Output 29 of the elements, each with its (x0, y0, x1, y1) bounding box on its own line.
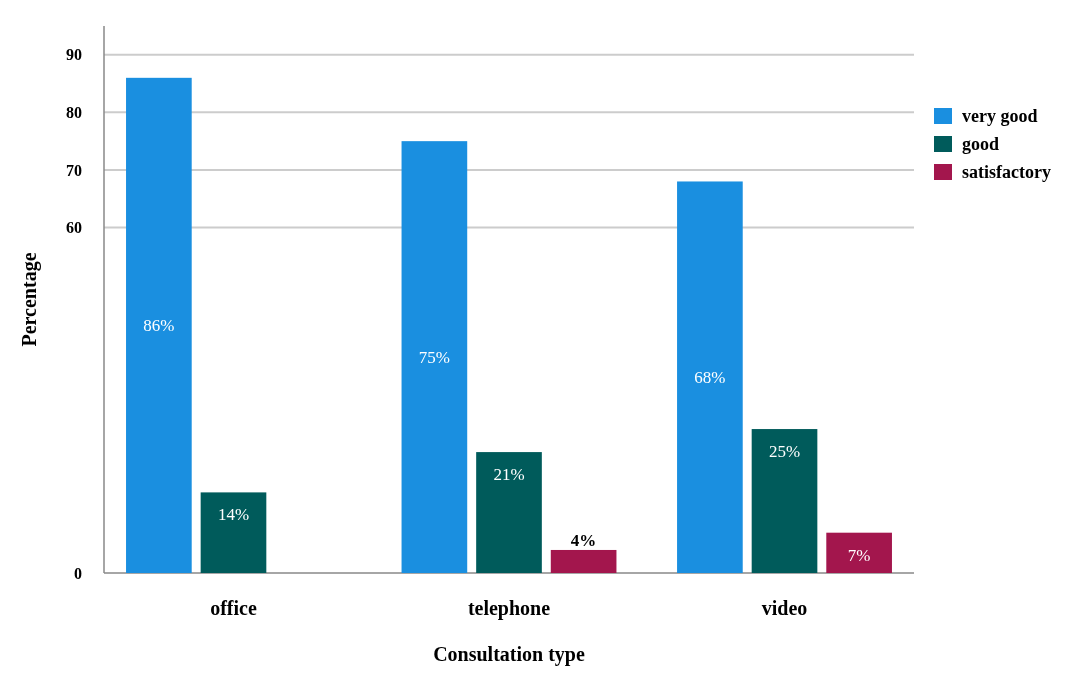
legend-label: very good (962, 106, 1038, 127)
y-tick-label: 90 (66, 46, 82, 64)
y-tick-label: 70 (66, 161, 82, 179)
data-label: 25% (768, 442, 801, 461)
data-label: 68% (694, 368, 726, 388)
bar (126, 77, 192, 573)
bar (751, 429, 818, 573)
data-label: 86% (143, 316, 175, 336)
bar (677, 181, 743, 573)
y-tick-label: 60 (66, 219, 82, 237)
data-label: 4% (570, 530, 597, 550)
legend-label: good (962, 134, 1000, 155)
x-tick-label: telephone (467, 597, 551, 620)
bar (200, 492, 267, 573)
y-tick-label: 80 (66, 103, 82, 121)
data-label: 75% (418, 348, 450, 368)
y-axis-title: Percentage (18, 252, 41, 347)
data-label: 14% (217, 505, 250, 525)
y-tick-label: 0 (74, 564, 82, 582)
bar (826, 532, 892, 573)
bar (550, 549, 617, 573)
data-label: 7% (847, 545, 871, 565)
bar (401, 141, 468, 573)
x-tick-label: office (210, 597, 257, 619)
legend-label: satisfactory (962, 162, 1051, 183)
x-axis-title: Consultation type (433, 643, 585, 666)
x-tick-label: video (761, 597, 808, 619)
bar (476, 452, 542, 573)
data-label: 21% (493, 465, 525, 485)
